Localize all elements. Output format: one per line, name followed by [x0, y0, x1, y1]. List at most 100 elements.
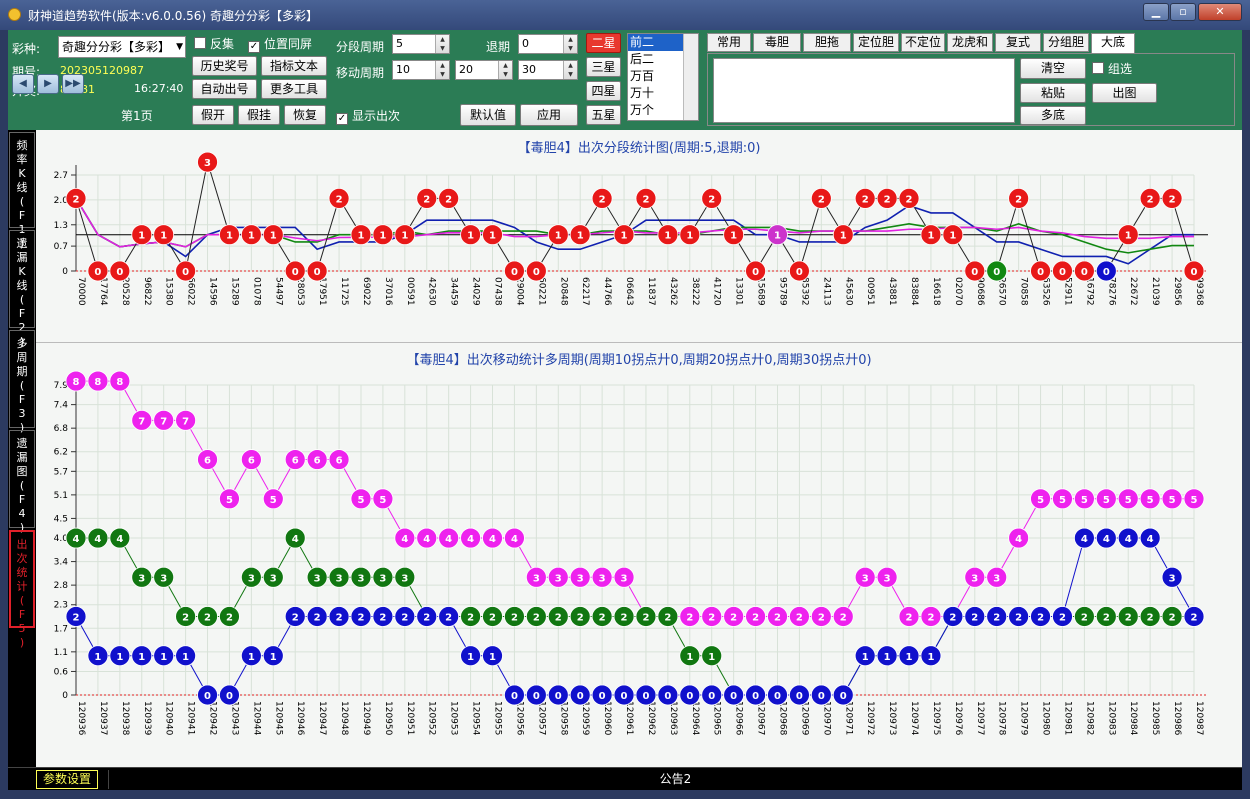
x-tick-label: 120959	[580, 701, 590, 736]
x-tick-label: 120981	[1062, 701, 1072, 735]
count-point-label: 3	[204, 158, 211, 169]
move-period-3[interactable]: 30 ▲ ▼	[518, 60, 578, 80]
sidebar-tab-count-stats[interactable]: 出次统计(F 5)	[9, 530, 35, 649]
show-count-label: 显示出次	[352, 109, 401, 123]
same-screen-checkbox[interactable]: ✓ 位置同屏	[248, 37, 313, 53]
y-tick-label: 1.3	[54, 221, 68, 231]
fake-hang-button[interactable]: 假挂	[238, 105, 280, 125]
x-tick-label: 120975	[931, 701, 941, 735]
count-point	[65, 188, 87, 209]
count-point	[657, 224, 679, 246]
series-point	[525, 606, 547, 627]
series-line	[76, 380, 1194, 618]
series-point	[109, 370, 131, 392]
star-3-button[interactable]: 三星	[586, 57, 621, 77]
minimize-button[interactable]: ▁	[1143, 3, 1169, 21]
count-point	[854, 188, 876, 209]
fake-open-button[interactable]: 假开	[192, 105, 234, 125]
series-point	[1073, 527, 1095, 549]
sidebar-tab-freq-kline[interactable]: 频率 K 线(F 1)	[9, 132, 35, 250]
qihao-value: 202305120987	[60, 64, 144, 77]
restore-button[interactable]: 恢复	[284, 105, 326, 125]
y-tick-label: 0.6	[54, 667, 69, 677]
tab-dingweidan[interactable]: 定位胆	[853, 33, 899, 52]
series-point-label: 2	[379, 613, 386, 624]
count-point	[175, 260, 197, 282]
sidebar-tab-omit-kline[interactable]: 遗漏 K 线(F 2)	[9, 230, 35, 348]
tab-fushi[interactable]: 复式	[995, 33, 1041, 52]
paste-button[interactable]: 粘贴	[1020, 83, 1086, 103]
index-text-button[interactable]: 指标文本	[261, 56, 327, 76]
tab-dudan[interactable]: 毒胆	[753, 33, 801, 52]
tab-dantuo[interactable]: 胆拖	[803, 33, 851, 52]
x-tick-label: 62217	[580, 277, 590, 306]
tab-changyong[interactable]: 常用	[707, 33, 751, 52]
history-button[interactable]: 历史奖号	[192, 56, 257, 76]
y-tick-label: 0	[62, 267, 68, 277]
chevron-down-icon: ▼	[176, 42, 183, 52]
position-item[interactable]: 万十	[630, 86, 655, 100]
star-5-button[interactable]: 五星	[586, 105, 621, 125]
x-tick-label: 17764	[98, 277, 108, 306]
star-4-button[interactable]: 四星	[586, 81, 621, 101]
x-tick-label: 120949	[361, 701, 371, 736]
zuxuan-checkbox[interactable]: 组选	[1092, 60, 1132, 77]
tab-dadi[interactable]: 大底	[1091, 33, 1135, 54]
chart-button[interactable]: 出图	[1092, 83, 1157, 103]
tab-budingwei[interactable]: 不定位	[901, 33, 945, 52]
tab-fenzudan[interactable]: 分组胆	[1043, 33, 1089, 52]
count-point-label: 0	[796, 267, 803, 278]
prev-page-icon[interactable]: ◀	[12, 74, 34, 94]
position-item[interactable]: 万百	[630, 69, 655, 83]
count-point	[240, 224, 262, 246]
position-item[interactable]: 万个	[630, 103, 655, 117]
fanji-checkbox[interactable]: 反集	[194, 35, 234, 52]
period-input[interactable]: 5 ▲ ▼	[392, 34, 450, 54]
series-point-label: 4	[445, 534, 452, 545]
series-point	[679, 606, 701, 627]
sidebar-tab-omit-chart[interactable]: 遗漏图(F 4)	[9, 430, 35, 534]
move-period-1[interactable]: 10 ▲ ▼	[392, 60, 450, 80]
series-point	[613, 684, 635, 706]
next-page-icon[interactable]: ▶	[37, 74, 59, 94]
dadi-textarea[interactable]	[713, 58, 1015, 123]
series-point	[394, 606, 416, 627]
lottery-select-value: 奇趣分分彩【多彩】	[62, 40, 171, 54]
last-page-icon[interactable]: ▶▶	[62, 74, 84, 94]
x-tick-label: 00591	[405, 277, 415, 306]
list-scrollbar[interactable]	[683, 34, 698, 120]
series-point	[219, 606, 240, 627]
x-tick-label: 45630	[843, 277, 853, 306]
maximize-button[interactable]: ▫	[1170, 3, 1196, 21]
close-button[interactable]: ✕	[1198, 3, 1242, 21]
apply-button[interactable]: 应用	[520, 104, 578, 126]
show-count-checkbox[interactable]: ✓ 显示出次	[336, 109, 401, 125]
series-point-label: 5	[1037, 495, 1044, 506]
settings-button[interactable]: 参数设置	[36, 770, 98, 789]
back-period-input[interactable]: 0 ▲ ▼	[518, 34, 578, 54]
clear-button[interactable]: 清空	[1020, 58, 1086, 79]
count-point-label: 1	[774, 231, 781, 242]
lottery-select[interactable]: 奇趣分分彩【多彩】 ▼	[58, 36, 186, 58]
series-point	[65, 606, 87, 627]
series-point-label: 3	[379, 573, 386, 584]
sidebar-tab-multi-period[interactable]: 多周期(F 3)	[9, 330, 35, 434]
auto-number-button[interactable]: 自动出号	[192, 79, 257, 99]
x-tick-label: 120977	[975, 701, 985, 735]
count-point-label: 0	[1081, 267, 1088, 278]
more-tools-button[interactable]: 更多工具	[261, 79, 327, 99]
star-2-button[interactable]: 二星	[586, 33, 621, 53]
y-tick-label: 6.2	[54, 448, 68, 458]
default-button[interactable]: 默认值	[460, 104, 516, 126]
position-item[interactable]: 前二	[628, 34, 698, 51]
series-point	[1139, 488, 1161, 510]
move-period-2[interactable]: 20 ▲ ▼	[455, 60, 513, 80]
tab-longhuhe[interactable]: 龙虎和	[947, 33, 993, 52]
multi-base-button[interactable]: 多底	[1020, 106, 1086, 125]
position-list[interactable]: 前二 后二 万百 万十 万个	[627, 33, 699, 121]
x-tick-label: 16792	[1084, 277, 1094, 306]
count-point	[832, 224, 854, 246]
series-point-label: 1	[686, 652, 693, 663]
series-point	[613, 566, 635, 588]
position-item[interactable]: 后二	[630, 52, 655, 66]
